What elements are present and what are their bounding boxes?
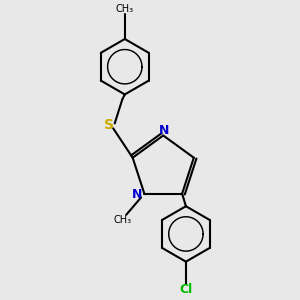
Text: CH₃: CH₃: [113, 215, 132, 225]
Text: Cl: Cl: [179, 284, 193, 296]
Text: N: N: [159, 124, 170, 137]
Text: CH₃: CH₃: [116, 4, 134, 14]
Text: N: N: [132, 188, 142, 201]
Text: S: S: [104, 118, 114, 131]
